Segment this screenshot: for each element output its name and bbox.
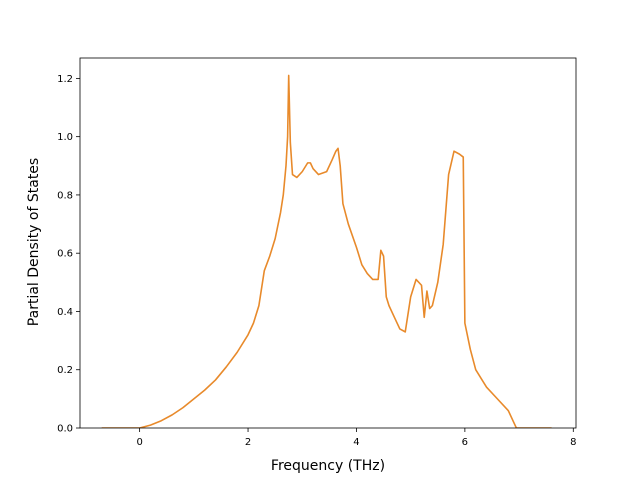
series-line-0 [101, 74, 552, 428]
x-axis-label: Frequency (THz) [271, 458, 385, 474]
x-tick-label: 4 [353, 437, 359, 448]
x-tick-label: 8 [570, 437, 576, 448]
plot-area [101, 74, 552, 428]
y-axis-label: Partial Density of States [26, 158, 42, 326]
plot-frame [79, 57, 577, 429]
y-tick-label: 1.2 [57, 74, 73, 85]
y-tick-label: 0.0 [57, 424, 73, 435]
y-tick-label: 0.4 [57, 307, 73, 318]
x-tick-label: 2 [245, 437, 251, 448]
y-tick-label: 0.2 [57, 365, 73, 376]
y-tick-label: 0.6 [57, 249, 73, 260]
y-tick-label: 1.0 [57, 132, 73, 143]
y-tick-label: 0.8 [57, 190, 73, 201]
axes: 0 2 4 6 8 0.0 0.2 0.4 0.6 0.8 1.0 1.2 [57, 57, 577, 448]
x-tick-label: 0 [136, 437, 142, 448]
x-tick-label: 6 [462, 437, 468, 448]
